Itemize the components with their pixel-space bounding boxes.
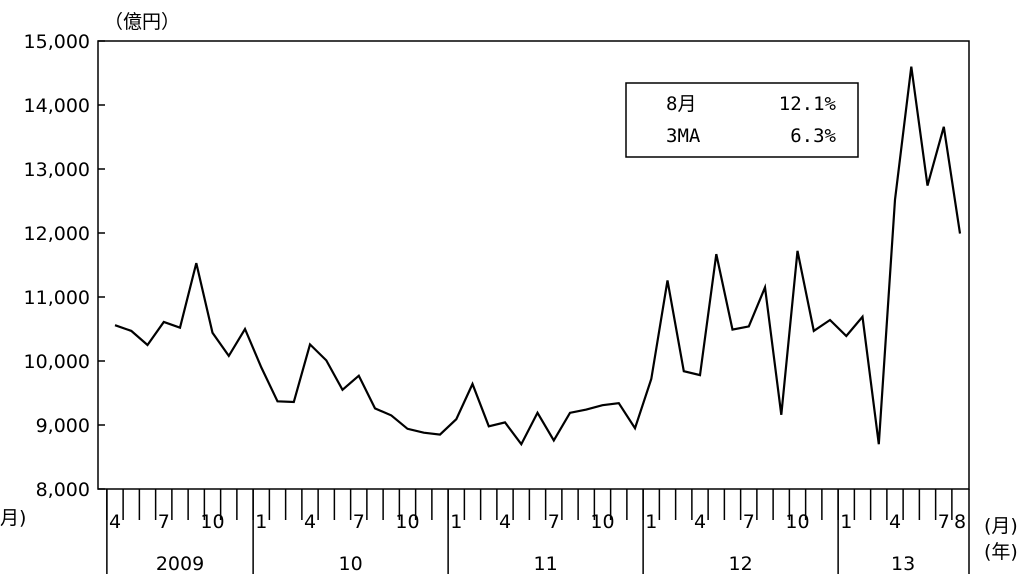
plot-area (97, 40, 970, 490)
x-axis-year-label: (年) (984, 541, 1018, 563)
y-ticks: 8,000 9,000 10,000 11,000 12,000 13,000 14,000… (24, 31, 105, 501)
month-label: 10 (395, 511, 419, 533)
legend-row2-value: 6.3% (790, 125, 836, 147)
month-label: 10 (590, 511, 614, 533)
y-tick-label: 13,000 (24, 159, 90, 181)
month-label: 4 (304, 511, 316, 533)
month-label: 7 (158, 511, 170, 533)
legend-row2-label: 3MA (666, 125, 701, 147)
y-tick-label: 12,000 (24, 223, 90, 245)
month-label: 4 (889, 511, 901, 533)
month-label: 7 (353, 511, 365, 533)
month-label: 4 (694, 511, 706, 533)
y-tick-label: 9,000 (36, 415, 90, 437)
month-label: 7 (548, 511, 560, 533)
x-axis-month-label: (月) (984, 515, 1018, 537)
series-layer (114, 66, 962, 447)
left-fragment-label: 月) (0, 507, 26, 529)
month-label: 4 (499, 511, 511, 533)
month-label: 1 (645, 511, 657, 533)
month-label: 10 (200, 511, 224, 533)
year-label: 2009 (156, 553, 204, 574)
year-label: 12 (729, 553, 753, 574)
month-label: 1 (255, 511, 267, 533)
month-label: 7 (743, 511, 755, 533)
month-label: 8 (954, 511, 966, 533)
year-label: 11 (534, 553, 558, 574)
legend-row1-value: 12.1% (779, 93, 837, 115)
y-tick-label: 15,000 (24, 31, 90, 53)
year-label: 13 (891, 553, 915, 574)
y-tick-label: 14,000 (24, 95, 90, 117)
legend-frame (625, 82, 859, 158)
year-label: 10 (339, 553, 363, 574)
legend-box: 8月 12.1% 3MA 6.3% (625, 82, 859, 158)
month-label: 7 (938, 511, 950, 533)
series-line (114, 66, 962, 447)
y-axis-title: （億円） (104, 11, 180, 33)
month-label: 4 (109, 511, 121, 533)
legend-row1-label: 8月 (666, 93, 696, 115)
y-tick-label: 8,000 (36, 479, 90, 501)
month-label: 10 (785, 511, 809, 533)
y-tick-label: 10,000 (24, 351, 90, 373)
month-label: 1 (450, 511, 462, 533)
y-tick-label: 11,000 (24, 287, 90, 309)
month-label: 1 (840, 511, 852, 533)
